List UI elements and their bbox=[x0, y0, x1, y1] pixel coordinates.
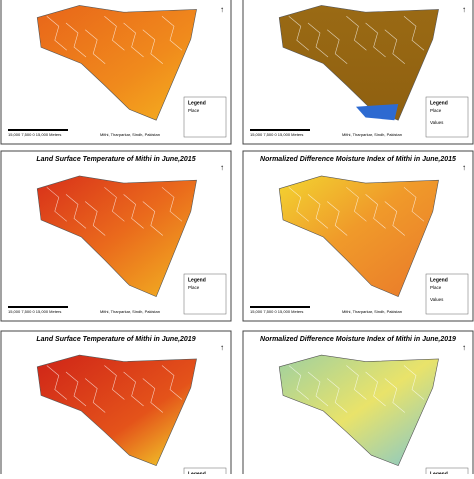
road bbox=[403, 187, 425, 222]
legend-item: Place bbox=[430, 285, 442, 290]
scale-bar bbox=[250, 306, 310, 308]
road bbox=[384, 378, 405, 413]
road bbox=[384, 201, 405, 236]
road bbox=[365, 371, 386, 407]
legend-item: Values bbox=[430, 120, 444, 125]
road bbox=[365, 22, 386, 58]
north-arrow: ↑ bbox=[220, 343, 224, 352]
road bbox=[161, 365, 183, 400]
road bbox=[346, 16, 367, 51]
panel-title: Normalized Difference Moisture Index of … bbox=[260, 156, 456, 163]
road bbox=[123, 194, 144, 229]
road bbox=[85, 29, 106, 64]
road bbox=[123, 22, 144, 58]
road bbox=[384, 29, 405, 64]
road bbox=[307, 22, 329, 58]
water-area bbox=[356, 104, 399, 121]
road bbox=[307, 194, 329, 229]
district-area bbox=[36, 5, 197, 121]
road bbox=[142, 201, 163, 236]
road bbox=[85, 201, 106, 236]
road bbox=[65, 22, 87, 58]
legend-title: Legend bbox=[188, 100, 206, 106]
panel-title: Normalized Difference Moisture Index of … bbox=[260, 336, 456, 343]
scale-bar bbox=[8, 129, 68, 131]
road bbox=[161, 187, 183, 222]
road bbox=[142, 378, 163, 413]
map-panel: Normalized Difference Moisture Index of … bbox=[242, 330, 474, 479]
north-arrow: ↑ bbox=[220, 163, 224, 172]
legend-box bbox=[425, 273, 469, 315]
map-panel: Land Surface Temperature of Mithi in Jun… bbox=[0, 150, 232, 322]
map-credit: Mithi, Tharparkar, Sindh, Pakistan bbox=[100, 132, 160, 137]
road bbox=[365, 194, 386, 229]
north-arrow: ↑ bbox=[462, 163, 466, 172]
scale-bar bbox=[250, 129, 310, 131]
road bbox=[403, 365, 425, 400]
road bbox=[65, 194, 87, 229]
panel-title: Land Surface Temperature of Mithi in Jun… bbox=[36, 156, 195, 163]
road bbox=[46, 16, 67, 51]
road bbox=[142, 29, 163, 64]
north-arrow: ↑ bbox=[462, 343, 466, 352]
scale-label: 15,000 7,500 0 15,000 Meters bbox=[250, 309, 303, 314]
legend-title: Legend bbox=[188, 277, 206, 283]
map-panel: ↑ Legend Place Values 15,000 7,500 0 15,000 … bbox=[242, 0, 474, 145]
scale-bar bbox=[8, 306, 68, 308]
legend-item: Place bbox=[188, 108, 200, 113]
road bbox=[46, 365, 67, 400]
road bbox=[327, 29, 348, 64]
map-credit: Mithi, Tharparkar, Sindh, Pakistan bbox=[342, 309, 402, 314]
scale-label: 15,000 7,500 0 15,000 Meters bbox=[8, 132, 61, 137]
road bbox=[85, 378, 106, 413]
road bbox=[288, 187, 309, 222]
road bbox=[104, 365, 125, 400]
legend-item: Place bbox=[430, 108, 442, 113]
district-area bbox=[36, 354, 197, 466]
legend-box bbox=[183, 96, 227, 138]
road bbox=[104, 16, 125, 51]
legend-box bbox=[183, 273, 227, 315]
map-panel: Land Surface Temperature of Mithi in Jun… bbox=[0, 330, 232, 479]
scale-label: 15,000 7,500 0 15,000 Meters bbox=[250, 132, 303, 137]
scale-label: 15,000 7,500 0 15,000 Meters bbox=[8, 309, 61, 314]
road bbox=[46, 187, 67, 222]
map-panel: ↑ Legend Place 15,000 7,500 0 15,000 Meters… bbox=[0, 0, 232, 145]
panel-title: Land Surface Temperature of Mithi in Jun… bbox=[36, 336, 195, 343]
road bbox=[346, 187, 367, 222]
north-arrow: ↑ bbox=[462, 5, 466, 14]
road bbox=[104, 187, 125, 222]
road bbox=[403, 16, 425, 51]
district-area bbox=[278, 175, 439, 298]
map-credit: Mithi, Tharparkar, Sindh, Pakistan bbox=[100, 309, 160, 314]
map-panel: Normalized Difference Moisture Index of … bbox=[242, 150, 474, 322]
legend-title: Legend bbox=[430, 277, 448, 283]
map-credit: Mithi, Tharparkar, Sindh, Pakistan bbox=[342, 132, 402, 137]
road bbox=[65, 371, 87, 407]
district-area bbox=[278, 5, 439, 121]
road bbox=[161, 16, 183, 51]
road bbox=[346, 365, 367, 400]
road bbox=[327, 378, 348, 413]
north-arrow: ↑ bbox=[220, 5, 224, 14]
road bbox=[123, 371, 144, 407]
legend-item: Values bbox=[430, 297, 444, 302]
legend-title: Legend bbox=[430, 100, 448, 106]
road bbox=[288, 365, 309, 400]
road bbox=[327, 201, 348, 236]
district-area bbox=[278, 354, 439, 466]
legend-item: Place bbox=[188, 285, 200, 290]
road bbox=[288, 16, 309, 51]
legend-box bbox=[425, 96, 469, 138]
district-area bbox=[36, 175, 197, 298]
road bbox=[307, 371, 329, 407]
